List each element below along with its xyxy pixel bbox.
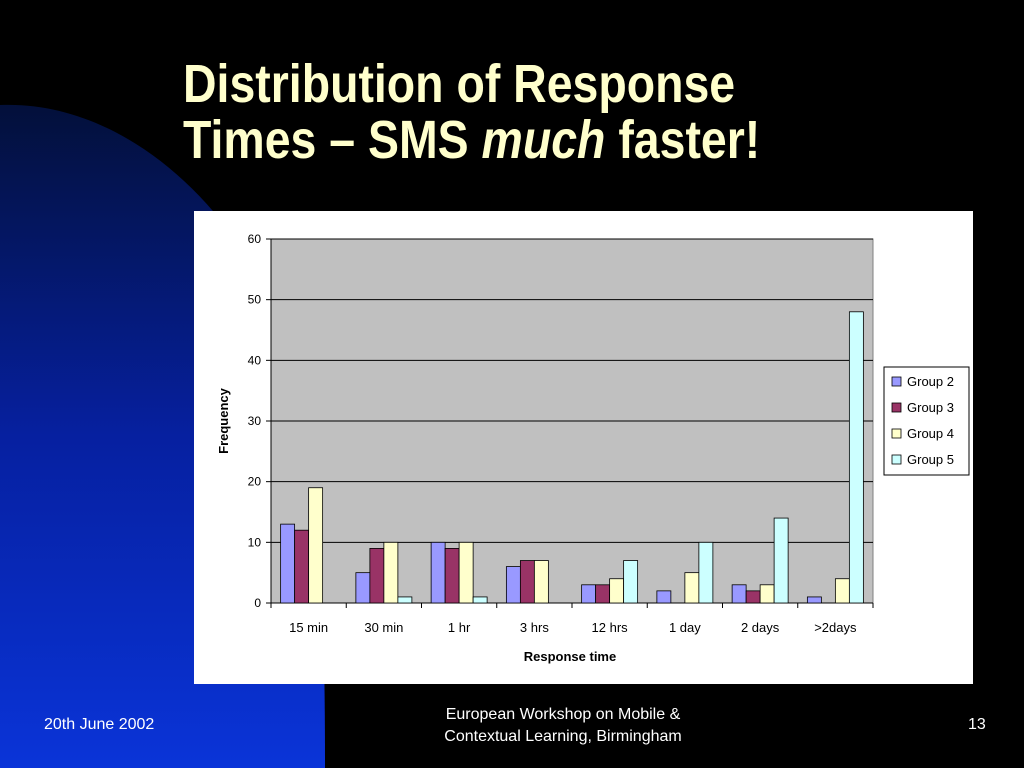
legend-label: Group 2 bbox=[907, 374, 954, 389]
bar bbox=[308, 487, 324, 604]
legend-swatch bbox=[891, 454, 902, 465]
legend-label: Group 3 bbox=[907, 400, 954, 415]
x-tick-label: 1 day bbox=[669, 620, 701, 635]
bar bbox=[280, 523, 296, 604]
x-tick-label: 2 days bbox=[741, 620, 780, 635]
bar bbox=[731, 584, 747, 604]
bar bbox=[656, 590, 672, 604]
x-tick-label: 15 min bbox=[289, 620, 328, 635]
x-axis-label: Response time bbox=[524, 649, 616, 664]
bar bbox=[430, 541, 446, 604]
legend-swatch bbox=[891, 428, 902, 439]
bar bbox=[759, 584, 775, 604]
title-text-post: faster! bbox=[605, 110, 761, 170]
y-tick-label: 60 bbox=[248, 232, 262, 246]
bar bbox=[834, 578, 850, 604]
chart-panel: 0 10 20 30 40 50 60 15 min 30 min 1 hr 3 hrs 12 hrs… bbox=[194, 211, 973, 684]
bar bbox=[383, 541, 399, 604]
bar bbox=[623, 560, 639, 604]
title-text-pre: Times – SMS bbox=[183, 110, 482, 170]
y-tick-label: 40 bbox=[248, 353, 262, 367]
y-tick-label: 20 bbox=[248, 475, 262, 489]
bar bbox=[581, 584, 597, 604]
title-emphasis: much bbox=[481, 110, 606, 170]
legend-label: Group 4 bbox=[907, 426, 954, 441]
footer-event-line2: Contextual Learning, Birmingham bbox=[444, 728, 682, 745]
x-tick-label: 1 hr bbox=[448, 620, 471, 635]
bar bbox=[472, 596, 488, 604]
bar bbox=[444, 547, 460, 604]
bar bbox=[533, 560, 549, 604]
slide-title-line1: Distribution of Response bbox=[183, 54, 736, 114]
y-tick-label: 0 bbox=[254, 596, 261, 610]
bar bbox=[595, 584, 611, 604]
bar bbox=[848, 311, 864, 604]
bar bbox=[684, 572, 700, 604]
footer-page-number: 13 bbox=[968, 716, 986, 733]
slide-title-line2: Times – SMS much faster! bbox=[183, 112, 888, 168]
bar bbox=[355, 572, 371, 604]
bar bbox=[294, 529, 310, 604]
y-tick-label: 10 bbox=[248, 535, 262, 549]
y-tick-label: 30 bbox=[248, 414, 262, 428]
bar bbox=[397, 596, 413, 604]
bar bbox=[773, 517, 789, 604]
x-tick-label: 12 hrs bbox=[592, 620, 629, 635]
bar bbox=[505, 566, 521, 604]
footer-event-line1: European Workshop on Mobile & bbox=[445, 706, 681, 723]
footer-date: 20th June 2002 bbox=[44, 716, 155, 733]
bar-chart: 0 10 20 30 40 50 60 15 min 30 min 1 hr 3 hrs 12 hrs… bbox=[216, 232, 970, 664]
x-tick-label: >2days bbox=[814, 620, 857, 635]
y-axis-label: Frequency bbox=[216, 387, 231, 454]
bar bbox=[698, 541, 714, 604]
y-tick-label: 50 bbox=[248, 293, 262, 307]
x-tick-label: 3 hrs bbox=[520, 620, 549, 635]
slide-title: Distribution of Response Times – SMS muc… bbox=[183, 56, 888, 168]
bar bbox=[369, 547, 385, 604]
bar bbox=[519, 560, 535, 604]
bar bbox=[609, 578, 625, 604]
bar bbox=[745, 590, 761, 604]
bar bbox=[806, 596, 822, 604]
legend-swatch bbox=[891, 376, 902, 387]
legend-swatch bbox=[891, 402, 902, 413]
bar bbox=[458, 541, 474, 604]
legend-label: Group 5 bbox=[907, 452, 954, 467]
footer-event: European Workshop on Mobile & Contextual… bbox=[380, 704, 746, 748]
x-tick-label: 30 min bbox=[364, 620, 403, 635]
